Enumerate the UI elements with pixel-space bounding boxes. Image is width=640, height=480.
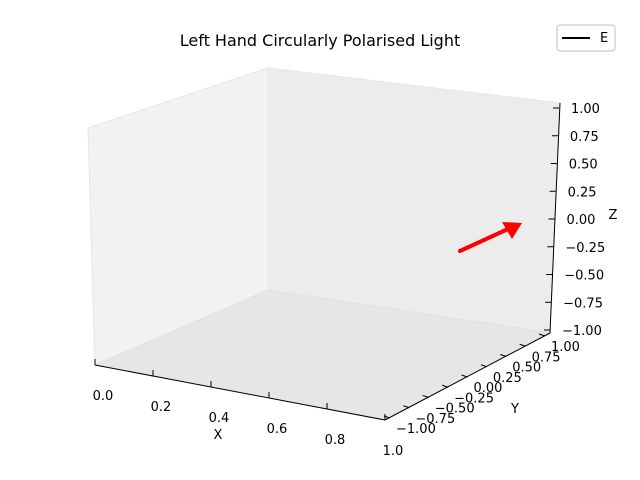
y-axis-label: Y	[510, 402, 519, 417]
y-axis-tick-mark	[519, 343, 526, 347]
y-axis-tick-label: 1.00	[551, 340, 580, 355]
arrow-shaft	[458, 227, 510, 253]
z-axis-tick-label: −1.00	[562, 324, 602, 339]
y-axis-tick-mark	[480, 364, 488, 368]
x-axis-tick-label: 1.0	[383, 444, 404, 459]
y-axis-tick-mark	[383, 415, 391, 419]
y-axis-tick-label: −0.50	[435, 402, 475, 417]
y-axis-tick-mark	[441, 384, 449, 388]
y-axis-tick-label: 0.25	[493, 371, 522, 386]
y-axis-tick-label: 0.50	[512, 361, 541, 376]
y-axis-tick-label: −0.25	[454, 391, 494, 406]
z-axis-tick-label: 0.75	[570, 130, 599, 145]
axes-panes	[87, 67, 561, 421]
z-axis-tick-label: 0.50	[569, 158, 598, 173]
z-axis-line	[549, 102, 561, 334]
z-axis-tick-label: −0.75	[563, 296, 603, 311]
z-axis-tick-label: 1.00	[571, 102, 600, 117]
e-field-arrow	[458, 222, 522, 253]
x-axis-tick-label: 0.6	[267, 422, 288, 437]
x-axis-tick-label: 0.8	[325, 433, 346, 448]
x-axis-label: X	[214, 428, 223, 443]
y-axis-tick-label: 0.75	[532, 350, 561, 365]
y-axis-tick-label: 0.00	[474, 381, 503, 396]
legend: E	[556, 24, 616, 52]
z-axis-label: Z	[609, 208, 618, 223]
y-axis-tick-mark	[500, 354, 507, 357]
y-axis-tick-label: −1.00	[396, 422, 436, 437]
z-axis-tick-label: −0.25	[565, 241, 605, 256]
back-right-pane	[267, 67, 561, 334]
y-axis-tick-mark	[422, 395, 429, 398]
y-axis-tick-mark	[461, 374, 468, 378]
arrow-head	[502, 222, 522, 239]
z-axis-tick-label: 0.00	[567, 213, 596, 228]
chart-title: Left Hand Circularly Polarised Light	[180, 31, 461, 50]
legend-entry-e: E	[600, 31, 608, 46]
z-axis-tick-label: −0.50	[564, 269, 604, 284]
x-axis-line	[94, 364, 386, 421]
axis-ticks: 0.00.20.40.60.81.0−1.00−0.75−0.50−0.250.…	[93, 102, 606, 459]
z-axis-tick-label: 0.25	[568, 185, 597, 200]
x-axis-tick-label: 0.4	[209, 411, 230, 426]
y-axis-tick-mark	[538, 333, 546, 337]
x-axis-tick-label: 0.2	[151, 400, 172, 415]
y-axis-tick-mark	[403, 405, 410, 409]
y-axis-tick-label: −0.75	[415, 412, 455, 427]
x-axis-tick-label: 0.0	[93, 389, 114, 404]
